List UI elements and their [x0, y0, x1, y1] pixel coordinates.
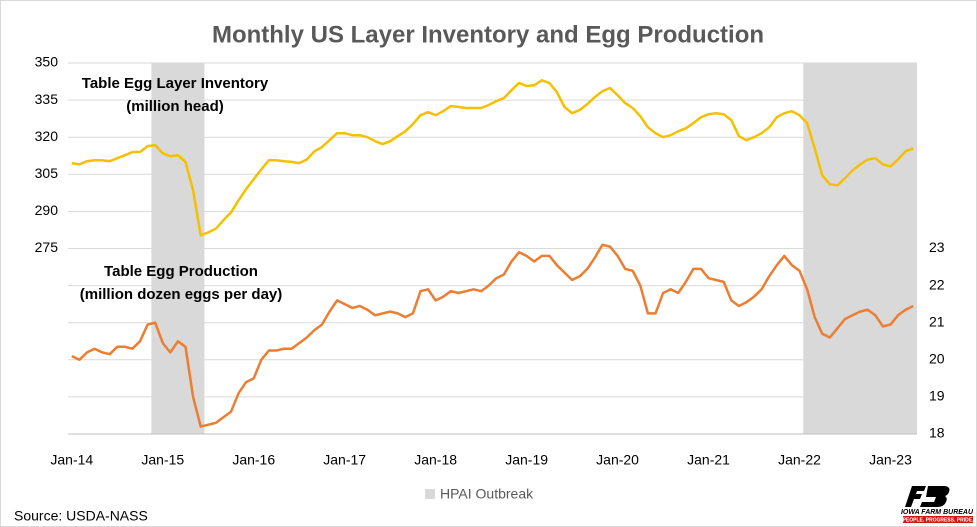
source: Source: USDA-NASS — [14, 508, 148, 524]
y2-tick-label: 18 — [929, 425, 945, 441]
logo-f — [905, 486, 926, 507]
y2-tick-label: 21 — [929, 313, 945, 329]
y-tick-label: 305 — [35, 165, 59, 181]
chart-title: Monthly US Layer Inventory and Egg Produ… — [212, 21, 764, 48]
annotation: (million dozen eggs per day) — [80, 286, 283, 303]
logo: IOWA FARM BUREAU PEOPLE. PROGRESS. PRIDE… — [901, 486, 974, 523]
annotation: (million head) — [126, 98, 224, 115]
x-tick-label: Jan-18 — [414, 452, 457, 468]
y2-tick-label: 20 — [929, 351, 945, 367]
x-tick-label: Jan-14 — [50, 452, 93, 468]
x-tick-label: Jan-20 — [596, 452, 639, 468]
x-tick-label: Jan-15 — [141, 452, 184, 468]
y-tick-label: 350 — [35, 54, 59, 70]
y2-tick-label: 23 — [929, 239, 945, 255]
y2-tick-label: 22 — [929, 276, 945, 292]
annotation: Table Egg Layer Inventory — [82, 75, 269, 92]
y-tick-label: 335 — [35, 91, 59, 107]
x-tick-label: Jan-17 — [323, 452, 366, 468]
legend-swatch — [425, 489, 435, 499]
logo-b — [920, 486, 950, 507]
logo-tagline: PEOPLE. PROGRESS. PRIDE. — [903, 517, 974, 523]
legend-label: HPAI Outbreak — [440, 486, 534, 502]
y-tick-label: 275 — [35, 239, 59, 255]
line-series — [71, 243, 914, 428]
logo-bar — [903, 516, 973, 523]
annotation: Table Egg Production — [104, 263, 258, 280]
x-tick-label: Jan-21 — [687, 452, 730, 468]
x-tick-label: Jan-16 — [232, 452, 275, 468]
logo-name: IOWA FARM BUREAU — [901, 509, 974, 516]
x-tick-label: Jan-19 — [505, 452, 548, 468]
x-tick-label: Jan-23 — [869, 452, 912, 468]
line-series — [71, 79, 914, 237]
y-tick-label: 290 — [35, 202, 59, 218]
x-tick-label: Jan-22 — [778, 452, 821, 468]
y2-tick-label: 19 — [929, 388, 945, 404]
y-tick-label: 320 — [35, 128, 59, 144]
